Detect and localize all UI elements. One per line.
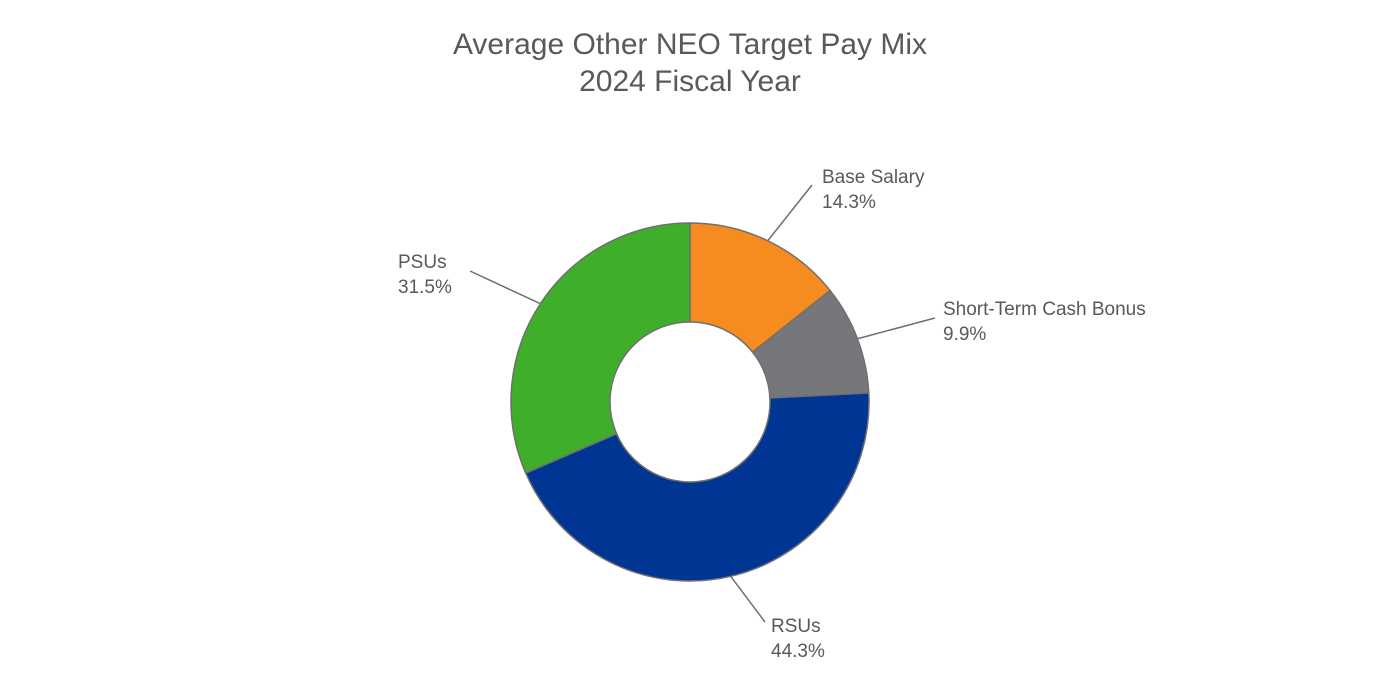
slice-label-value: 31.5% [398, 277, 452, 298]
slice-label-name: Short-Term Cash Bonus [943, 299, 1146, 320]
chart-subtitle-line: 2024 Fiscal Year [579, 65, 801, 98]
slice-label-name: RSUs [771, 616, 821, 637]
slice-label-name: PSUs [398, 252, 447, 273]
slice-label-name: Base Salary [822, 167, 925, 188]
leader-line [730, 575, 766, 623]
leader-line [767, 184, 813, 242]
slice-label-value: 9.9% [943, 324, 986, 345]
leader-line [857, 317, 936, 340]
leader-lines [469, 184, 936, 623]
donut-slices [510, 222, 870, 582]
slice-labels: Base Salary 14.3% Short-Term Cash Bonus 9.9… [398, 167, 1146, 662]
slice-rsus [524, 392, 870, 582]
chart-title-line: Average Other NEO Target Pay Mix [453, 28, 927, 61]
leader-line [469, 270, 541, 305]
slice-base-salary [689, 222, 832, 354]
slice-psus [510, 222, 691, 475]
slice-label-value: 44.3% [771, 641, 825, 662]
chart-title: Average Other NEO Target Pay Mix 2024 Fi… [453, 28, 927, 98]
slice-label-value: 14.3% [822, 192, 876, 213]
